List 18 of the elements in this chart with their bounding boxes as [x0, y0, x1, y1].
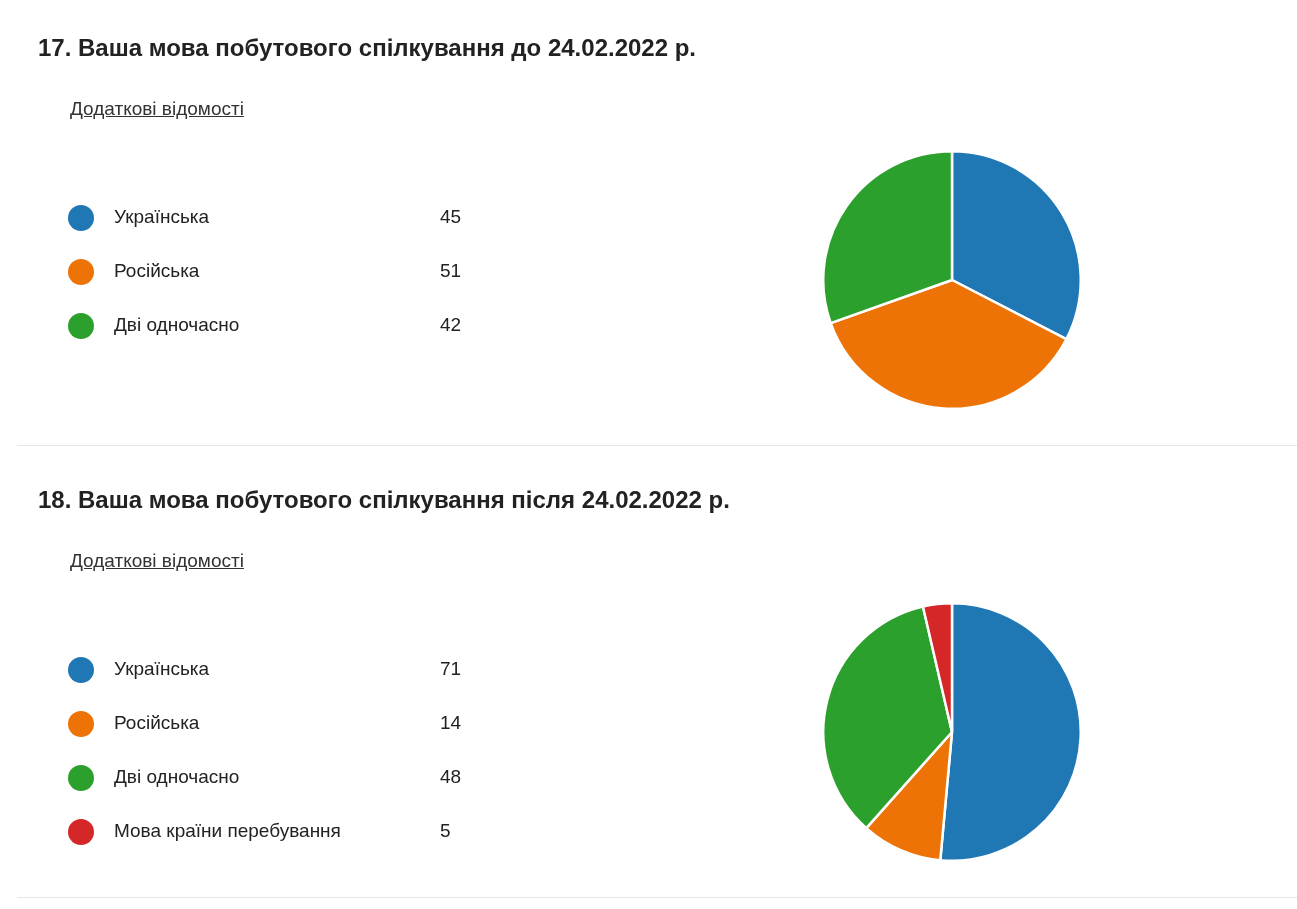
legend-label: Російська [114, 712, 200, 734]
legend-label: Російська [114, 260, 200, 282]
legend-label: Мова країни перебування [114, 820, 341, 842]
legend-label: Українська [114, 658, 210, 680]
chart-title: 18. Ваша мова побутового спілкування після 24.02.2022 р. [38, 486, 730, 514]
data-label: 5 [440, 820, 451, 842]
data-label: 71 [440, 658, 462, 680]
text: Додаткові відомості [70, 550, 244, 572]
legend-label: Українська [114, 206, 210, 228]
data-label: 14 [440, 712, 462, 734]
text: Додаткові відомості [70, 98, 244, 120]
data-label: 45 [440, 206, 462, 228]
legend-label: Дві одночасно [114, 314, 240, 336]
legend-label: Дві одночасно [114, 766, 240, 788]
data-label: 42 [440, 314, 462, 336]
chart-title: 17. Ваша мова побутового спілкування до 24.02.2022 р. [38, 34, 697, 62]
data-label: 51 [440, 260, 462, 282]
data-label: 48 [440, 766, 462, 788]
